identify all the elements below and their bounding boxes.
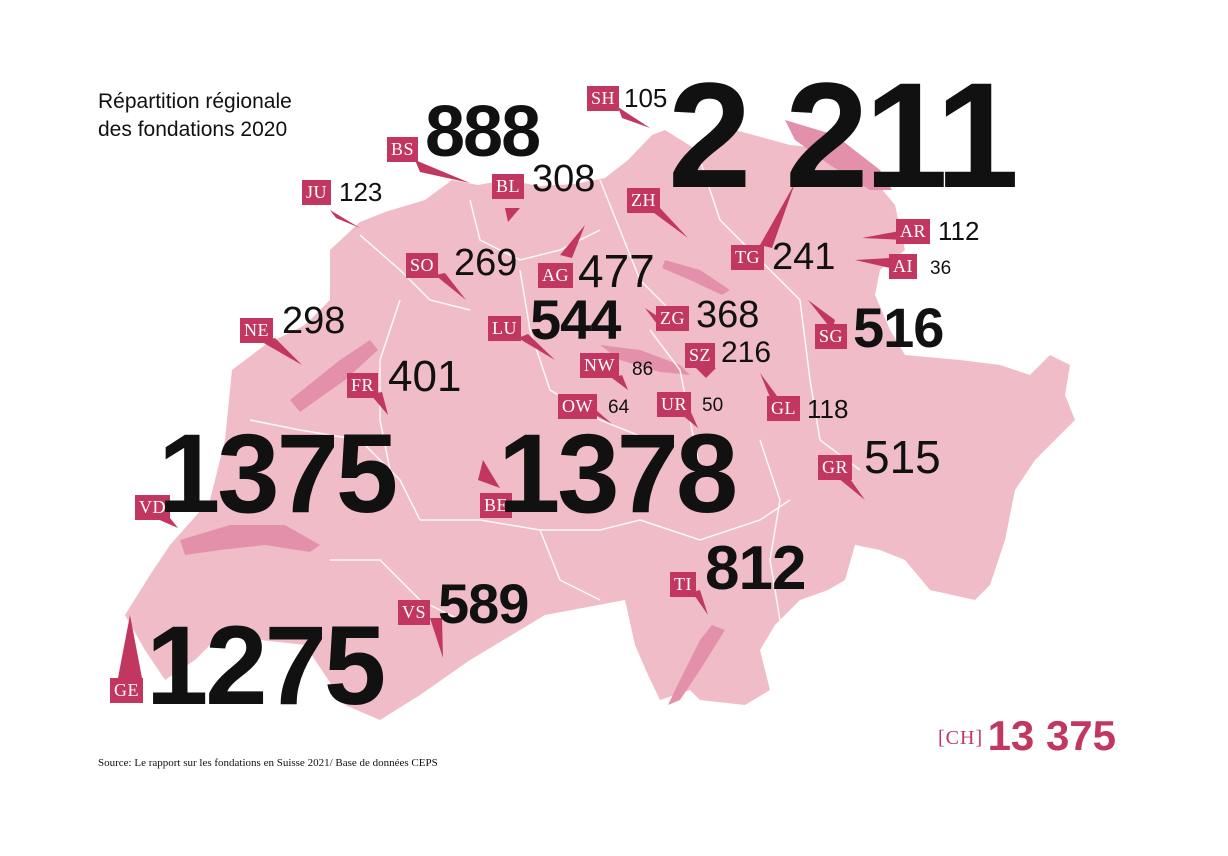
pointer-sh bbox=[618, 107, 650, 128]
canton-code: AR bbox=[896, 219, 931, 244]
pointer-ne bbox=[262, 338, 302, 365]
pointer-zh bbox=[650, 208, 688, 238]
canton-code: GL bbox=[767, 396, 800, 421]
canton-code: SZ bbox=[685, 343, 716, 368]
canton-code: SH bbox=[587, 86, 620, 111]
map-title: Répartition régionale des fondations 202… bbox=[98, 88, 292, 144]
canton-code: BE bbox=[480, 493, 513, 518]
canton-value: 1378 bbox=[498, 411, 738, 536]
lake-neuchatel bbox=[290, 340, 378, 412]
title-line-1: Répartition régionale bbox=[98, 90, 292, 113]
canton-value: 812 bbox=[705, 534, 806, 603]
canton-value: 241 bbox=[772, 236, 836, 278]
canton-code: NW bbox=[580, 353, 619, 378]
source-note: Source: Le rapport sur les fondations en… bbox=[98, 757, 438, 769]
canton-value: 368 bbox=[696, 294, 760, 336]
canton-code: GR bbox=[818, 455, 853, 480]
pointer-lu bbox=[518, 334, 555, 360]
pointer-be bbox=[478, 460, 500, 488]
canton-value: 401 bbox=[388, 352, 462, 401]
pointer-tg bbox=[760, 183, 795, 248]
pointer-gr bbox=[838, 476, 865, 500]
canton-code: VS bbox=[398, 600, 431, 625]
lake-geneva bbox=[180, 525, 320, 555]
canton-code: AI bbox=[889, 254, 917, 279]
canton-code: SG bbox=[815, 324, 848, 349]
pointer-ag bbox=[560, 225, 585, 258]
canton-code: VD bbox=[135, 495, 170, 520]
pointer-ge bbox=[118, 615, 142, 678]
canton-code: NE bbox=[240, 318, 273, 343]
pointer-ar bbox=[862, 230, 905, 240]
canton-code: UR bbox=[657, 392, 692, 417]
pointer-nw bbox=[612, 375, 628, 390]
canton-value: 36 bbox=[930, 258, 952, 279]
canton-value: 308 bbox=[532, 158, 596, 200]
canton-code: JU bbox=[302, 180, 332, 205]
pointer-gl bbox=[760, 373, 780, 402]
lake-lucerne bbox=[600, 345, 690, 375]
canton-code: GE bbox=[110, 678, 143, 703]
canton-value: 1275 bbox=[146, 603, 386, 728]
canton-value: 888 bbox=[425, 92, 541, 172]
canton-value: 544 bbox=[530, 288, 621, 351]
pointer-sz bbox=[696, 368, 716, 378]
canton-value: 1375 bbox=[158, 411, 398, 536]
canton-value: 105 bbox=[624, 83, 668, 113]
pointer-vs bbox=[430, 618, 443, 658]
canton-value: 2 211 bbox=[668, 51, 1019, 219]
canton-value: 515 bbox=[864, 431, 941, 483]
canton-value: 50 bbox=[702, 395, 724, 416]
canton-value: 123 bbox=[339, 177, 383, 207]
canton-code: LU bbox=[488, 316, 521, 341]
lake-maggiore bbox=[668, 625, 725, 705]
pointer-bs bbox=[415, 160, 470, 183]
pointer-sg bbox=[808, 300, 835, 330]
canton-code: OW bbox=[558, 394, 597, 419]
canton-value: 589 bbox=[438, 572, 529, 635]
pointer-ai bbox=[855, 258, 890, 268]
pointer-marks bbox=[118, 107, 905, 678]
canton-value: 64 bbox=[608, 397, 630, 418]
canton-value: 216 bbox=[721, 336, 772, 369]
total-code: [CH] bbox=[938, 727, 984, 749]
title-line-2: des fondations 2020 bbox=[98, 118, 288, 141]
canton-value: 269 bbox=[454, 242, 518, 284]
lake-zurich bbox=[662, 260, 730, 295]
pointer-so bbox=[435, 273, 466, 300]
pointer-ti bbox=[692, 590, 708, 615]
canton-code: TI bbox=[670, 572, 696, 597]
switzerland-total: [CH] 13 375 bbox=[938, 712, 1116, 760]
canton-value: 86 bbox=[632, 359, 654, 380]
switzerland-outline bbox=[125, 130, 1075, 720]
canton-code: BS bbox=[387, 137, 419, 162]
canton-value: 477 bbox=[578, 245, 655, 297]
canton-value: 118 bbox=[807, 394, 849, 424]
canton-code: BL bbox=[492, 174, 525, 199]
canton-value: 298 bbox=[282, 300, 346, 342]
total-value: 13 375 bbox=[987, 712, 1117, 759]
canton-value: 112 bbox=[938, 216, 980, 246]
canton-code: TG bbox=[731, 245, 764, 270]
canton-code: SO bbox=[406, 253, 439, 278]
lake-constance bbox=[785, 120, 892, 190]
canton-code: FR bbox=[347, 373, 379, 398]
canton-code: AG bbox=[538, 263, 573, 288]
pointer-ju bbox=[330, 210, 360, 228]
canton-value: 516 bbox=[853, 296, 944, 359]
canton-code: ZG bbox=[656, 306, 689, 331]
pointer-bl bbox=[505, 208, 520, 222]
canton-code: ZH bbox=[627, 188, 660, 213]
